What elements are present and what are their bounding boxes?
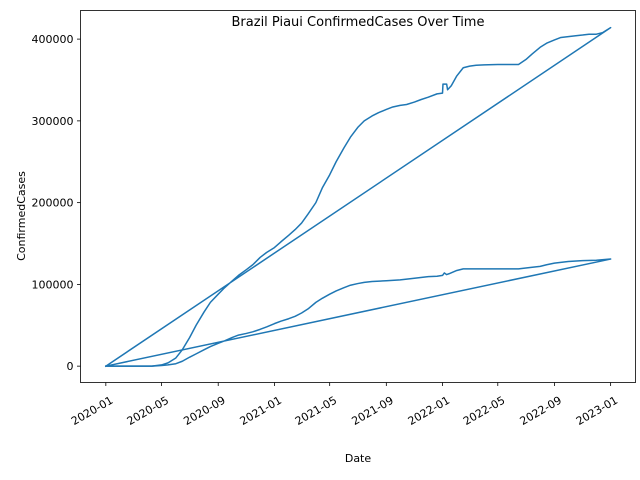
y-tick-label: 400000	[32, 33, 74, 46]
y-tick-label: 100000	[32, 278, 74, 291]
x-axis-label: Date	[345, 452, 372, 465]
x-tick-label: 2022-05	[461, 394, 507, 428]
x-tick-label: 2020-01	[69, 394, 115, 428]
series-line-2	[104, 258, 612, 368]
x-tick-label: 2022-01	[406, 394, 452, 428]
x-tick-label: 2022-09	[518, 394, 564, 428]
y-tick-label: 0	[67, 360, 74, 373]
plot-frame	[80, 10, 636, 383]
x-tick-label: 2021-01	[238, 394, 284, 428]
x-tick-label: 2020-09	[181, 394, 227, 428]
y-tick-label: 200000	[32, 197, 74, 210]
x-tick-label: 2020-05	[125, 394, 171, 428]
x-tick-label: 2021-09	[350, 394, 396, 428]
y-axis-label: ConfirmedCases	[15, 171, 28, 261]
x-axis: 2020-01 2020-05 2020-09 2021-01 2021-05 2021-…	[69, 382, 620, 428]
series-line-1	[104, 26, 612, 368]
x-tick-label: 2021-05	[293, 394, 339, 428]
y-tick-label: 300000	[32, 115, 74, 128]
chart-title: Brazil Piaui ConfirmedCases Over Time	[232, 15, 485, 30]
series-group	[104, 26, 612, 368]
x-tick-label: 2023-01	[574, 394, 620, 428]
y-axis: 0 100000 200000 300000 400000	[32, 33, 81, 373]
